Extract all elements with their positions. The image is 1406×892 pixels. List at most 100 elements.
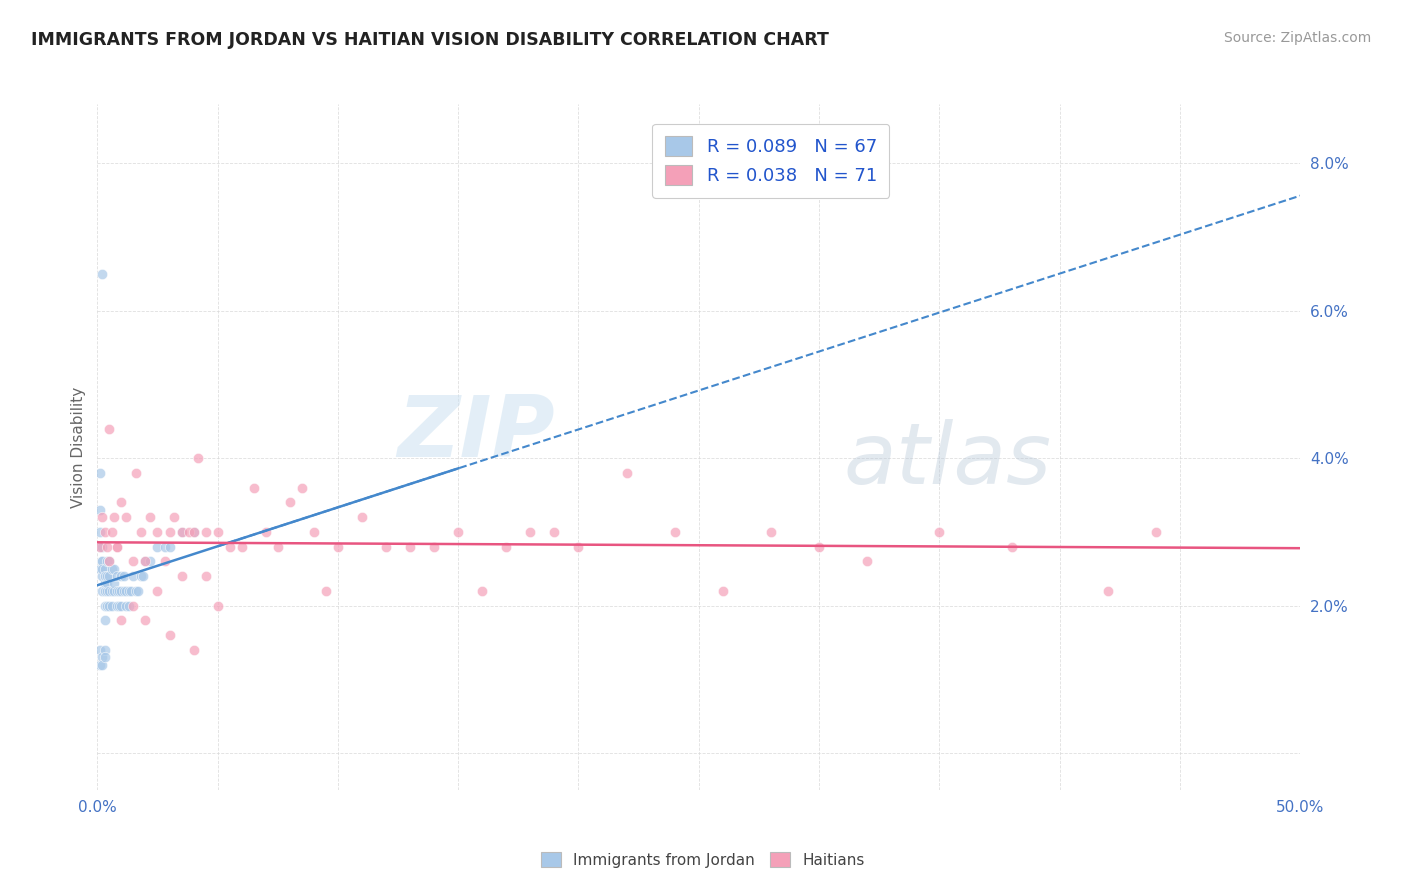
Point xyxy=(91,554,114,568)
Legend: R = 0.089   N = 67, R = 0.038   N = 71: R = 0.089 N = 67, R = 0.038 N = 71 xyxy=(652,123,890,198)
Point xyxy=(89,466,111,480)
Point xyxy=(375,540,398,554)
Point xyxy=(105,583,128,598)
Point xyxy=(134,554,156,568)
Point xyxy=(98,583,121,598)
Point xyxy=(93,524,115,539)
Text: Source: ZipAtlas.com: Source: ZipAtlas.com xyxy=(1223,31,1371,45)
Point xyxy=(103,583,125,598)
Point xyxy=(291,481,314,495)
Point xyxy=(159,524,181,539)
Point xyxy=(96,554,118,568)
Point xyxy=(96,569,118,583)
Text: ZIP: ZIP xyxy=(396,392,554,475)
Point xyxy=(110,613,132,627)
Point xyxy=(242,481,264,495)
Point xyxy=(110,599,132,613)
Point xyxy=(1144,524,1167,539)
Point xyxy=(89,502,111,516)
Point xyxy=(1097,583,1119,598)
Point xyxy=(616,466,638,480)
Point xyxy=(177,524,200,539)
Point xyxy=(543,524,565,539)
Point xyxy=(105,540,128,554)
Point xyxy=(122,599,145,613)
Point xyxy=(159,540,181,554)
Point xyxy=(664,524,686,539)
Legend: Immigrants from Jordan, Haitians: Immigrants from Jordan, Haitians xyxy=(536,846,870,873)
Point xyxy=(96,540,118,554)
Point xyxy=(146,524,169,539)
Point xyxy=(808,540,831,554)
Point xyxy=(115,583,138,598)
Point xyxy=(194,524,217,539)
Point xyxy=(928,524,950,539)
Point xyxy=(170,524,193,539)
Point xyxy=(315,583,337,598)
Point xyxy=(93,576,115,591)
Y-axis label: Vision Disability: Vision Disability xyxy=(72,386,86,508)
Point xyxy=(112,569,135,583)
Point xyxy=(170,524,193,539)
Point xyxy=(96,576,118,591)
Point xyxy=(146,583,169,598)
Point xyxy=(183,642,205,657)
Point xyxy=(91,569,114,583)
Point xyxy=(163,510,186,524)
Point xyxy=(89,540,111,554)
Point xyxy=(91,510,114,524)
Point xyxy=(91,540,114,554)
Text: atlas: atlas xyxy=(844,419,1052,502)
Text: IMMIGRANTS FROM JORDAN VS HAITIAN VISION DISABILITY CORRELATION CHART: IMMIGRANTS FROM JORDAN VS HAITIAN VISION… xyxy=(31,31,828,49)
Point xyxy=(567,540,589,554)
Point xyxy=(423,540,446,554)
Point xyxy=(711,583,734,598)
Point xyxy=(122,554,145,568)
Point xyxy=(399,540,422,554)
Point xyxy=(132,569,155,583)
Point xyxy=(103,510,125,524)
Point xyxy=(1000,540,1022,554)
Point xyxy=(89,540,111,554)
Point xyxy=(129,524,152,539)
Point xyxy=(108,599,131,613)
Point xyxy=(103,562,125,576)
Point xyxy=(98,569,121,583)
Point xyxy=(447,524,470,539)
Point xyxy=(93,613,115,627)
Point xyxy=(91,657,114,672)
Point xyxy=(110,583,132,598)
Point xyxy=(183,524,205,539)
Point xyxy=(153,554,176,568)
Point xyxy=(117,583,139,598)
Point xyxy=(108,583,131,598)
Point xyxy=(93,642,115,657)
Point xyxy=(856,554,879,568)
Point xyxy=(278,495,301,509)
Point xyxy=(153,540,176,554)
Point xyxy=(93,650,115,665)
Point xyxy=(91,583,114,598)
Point xyxy=(101,583,124,598)
Point xyxy=(759,524,782,539)
Point xyxy=(129,569,152,583)
Point xyxy=(519,524,541,539)
Point xyxy=(139,510,162,524)
Point xyxy=(207,599,229,613)
Point xyxy=(231,540,253,554)
Point xyxy=(91,562,114,576)
Point xyxy=(103,576,125,591)
Point xyxy=(471,583,494,598)
Point xyxy=(105,599,128,613)
Point xyxy=(101,524,124,539)
Point xyxy=(125,466,148,480)
Point xyxy=(93,583,115,598)
Point xyxy=(105,569,128,583)
Point xyxy=(115,599,138,613)
Point xyxy=(89,524,111,539)
Point xyxy=(254,524,277,539)
Point xyxy=(117,599,139,613)
Point xyxy=(350,510,373,524)
Point xyxy=(93,569,115,583)
Point xyxy=(110,569,132,583)
